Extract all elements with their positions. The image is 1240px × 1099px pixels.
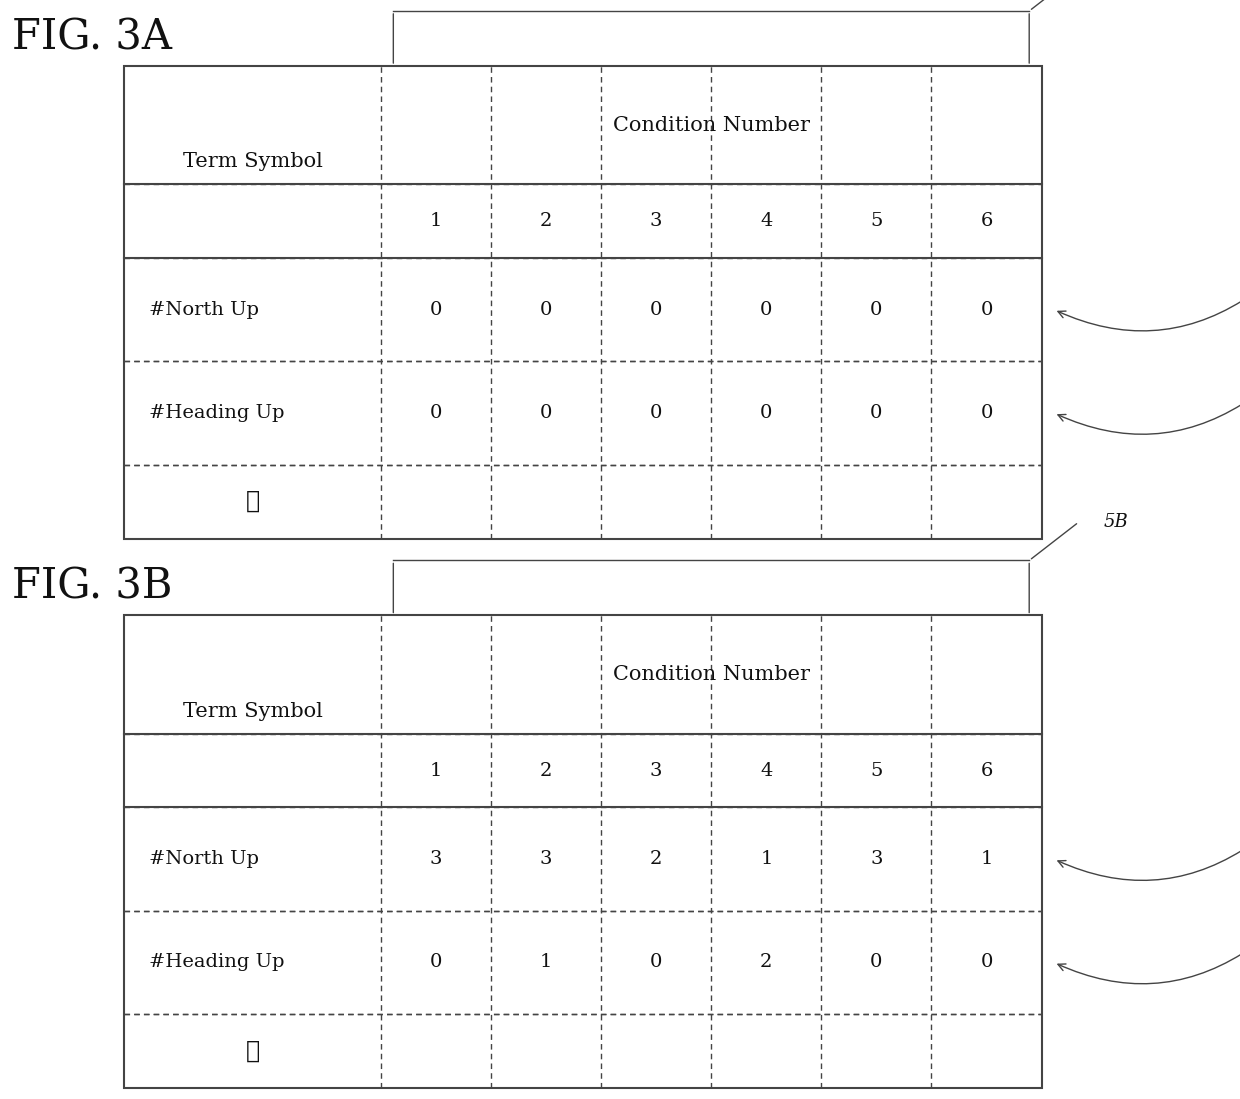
Text: 5B-1: 5B-1	[1058, 279, 1240, 331]
Text: 6: 6	[981, 762, 993, 779]
Text: FIG. 3B: FIG. 3B	[12, 566, 172, 608]
Text: #North Up: #North Up	[149, 301, 259, 319]
Text: 0: 0	[760, 301, 773, 319]
Text: ⋮: ⋮	[246, 490, 259, 513]
Text: 4: 4	[760, 762, 773, 779]
Text: 2: 2	[539, 762, 552, 779]
Text: 0: 0	[760, 404, 773, 422]
Text: #North Up: #North Up	[149, 851, 259, 868]
Text: 0: 0	[650, 954, 662, 972]
Text: #Heading Up: #Heading Up	[149, 954, 284, 972]
Text: 6: 6	[981, 212, 993, 230]
Text: 1: 1	[539, 954, 552, 972]
Text: 2: 2	[650, 851, 662, 868]
Text: 0: 0	[981, 954, 993, 972]
Text: 2: 2	[760, 954, 773, 972]
Text: Condition Number: Condition Number	[613, 665, 810, 684]
Text: Term Symbol: Term Symbol	[182, 702, 322, 721]
Text: 0: 0	[650, 301, 662, 319]
Bar	[124, 615, 1042, 1088]
Text: 1: 1	[430, 212, 443, 230]
Text: ⋮: ⋮	[246, 1040, 259, 1063]
Text: 0: 0	[430, 404, 443, 422]
Text: 0: 0	[650, 404, 662, 422]
Text: 4: 4	[760, 212, 773, 230]
Text: 1: 1	[981, 851, 993, 868]
Text: #Heading Up: #Heading Up	[149, 404, 284, 422]
Text: 0: 0	[870, 954, 883, 972]
Text: 0: 0	[539, 404, 552, 422]
Text: 0: 0	[981, 301, 993, 319]
Text: Condition Number: Condition Number	[613, 115, 810, 134]
Text: 0: 0	[539, 301, 552, 319]
Text: 0: 0	[870, 404, 883, 422]
Text: 5: 5	[870, 762, 883, 779]
Text: 3: 3	[650, 762, 662, 779]
Text: FIG. 3A: FIG. 3A	[12, 16, 172, 58]
Text: 3: 3	[430, 851, 443, 868]
Text: 1: 1	[430, 762, 443, 779]
Text: 5B-2: 5B-2	[1058, 382, 1240, 434]
Text: 5: 5	[870, 212, 883, 230]
Text: 1: 1	[760, 851, 773, 868]
Text: 0: 0	[870, 301, 883, 319]
Text: 2: 2	[539, 212, 552, 230]
Text: 5B-1: 5B-1	[1058, 829, 1240, 880]
Bar	[124, 66, 1042, 539]
Text: 0: 0	[981, 404, 993, 422]
Text: 0: 0	[430, 954, 443, 972]
Text: 3: 3	[650, 212, 662, 230]
Text: 3: 3	[870, 851, 883, 868]
Text: Term Symbol: Term Symbol	[182, 153, 322, 171]
Text: 5B: 5B	[1104, 513, 1128, 531]
Text: 3: 3	[539, 851, 552, 868]
Text: 0: 0	[430, 301, 443, 319]
Text: 5B-2: 5B-2	[1058, 932, 1240, 984]
